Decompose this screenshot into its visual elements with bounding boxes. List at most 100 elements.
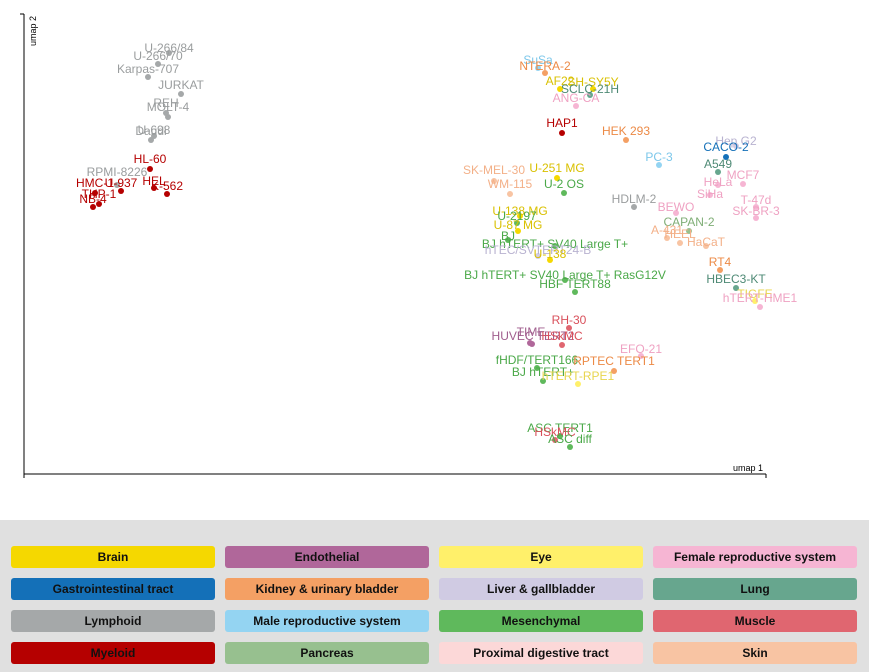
point-label: SK-MEL-30 (463, 163, 525, 177)
legend-item-proximal-digestive-tract[interactable]: Proximal digestive tract (439, 642, 643, 664)
data-point[interactable] (715, 169, 721, 175)
data-point[interactable] (491, 178, 497, 184)
data-point[interactable] (566, 325, 572, 331)
data-point[interactable] (562, 277, 568, 283)
data-point[interactable] (557, 86, 563, 92)
data-point[interactable] (567, 444, 573, 450)
data-point[interactable] (753, 215, 759, 221)
data-point[interactable] (145, 74, 151, 80)
data-point[interactable] (540, 378, 546, 384)
legend-item-myeloid[interactable]: Myeloid (11, 642, 215, 664)
data-point[interactable] (656, 162, 662, 168)
data-point[interactable] (587, 92, 593, 98)
point-label: HUVEC TERT2 (492, 329, 575, 343)
legend-item-skin[interactable]: Skin (653, 642, 857, 664)
data-point[interactable] (554, 175, 560, 181)
point-label: HMC-1 (76, 176, 114, 190)
data-point[interactable] (148, 137, 154, 143)
data-point[interactable] (723, 154, 729, 160)
data-point[interactable] (561, 190, 567, 196)
data-point[interactable] (515, 228, 521, 234)
data-point[interactable] (631, 204, 637, 210)
data-point[interactable] (552, 437, 558, 443)
point-label: HL-60 (134, 152, 167, 166)
data-point[interactable] (90, 204, 96, 210)
point-label: SH-SY5Y (567, 75, 618, 89)
data-point[interactable] (715, 182, 721, 188)
data-point[interactable] (165, 114, 171, 120)
data-point[interactable] (752, 298, 758, 304)
point-label: U-2 OS (544, 177, 584, 191)
data-point[interactable] (147, 166, 153, 172)
legend-item-female-reproductive-system[interactable]: Female reproductive system (653, 546, 857, 568)
legend-item-male-reproductive-system[interactable]: Male reproductive system (225, 610, 429, 632)
data-point[interactable] (505, 237, 511, 243)
data-point[interactable] (703, 243, 709, 249)
data-point[interactable] (673, 210, 679, 216)
point-label: fHDF/TERT166 (496, 353, 579, 367)
data-point[interactable] (118, 188, 124, 194)
data-point[interactable] (557, 433, 563, 439)
data-point[interactable] (707, 192, 713, 198)
point-label: Karpas-707 (117, 62, 179, 76)
legend-item-pancreas[interactable]: Pancreas (225, 642, 429, 664)
point-label: U-138 MG (492, 204, 547, 218)
data-point[interactable] (572, 289, 578, 295)
data-point[interactable] (535, 65, 541, 71)
legend-item-kidney-urinary-bladder[interactable]: Kidney & urinary bladder (225, 578, 429, 600)
data-point[interactable] (638, 353, 644, 359)
data-point[interactable] (757, 304, 763, 310)
data-point[interactable] (664, 235, 670, 241)
data-point[interactable] (677, 240, 683, 246)
data-point[interactable] (529, 341, 535, 347)
data-point[interactable] (590, 86, 596, 92)
point-label: A549 (704, 157, 732, 171)
legend-item-brain[interactable]: Brain (11, 546, 215, 568)
point-label: HSkMC (534, 425, 576, 439)
legend-item-gastrointestinal-tract[interactable]: Gastrointestinal tract (11, 578, 215, 600)
data-point[interactable] (559, 342, 565, 348)
legend-item-lung[interactable]: Lung (653, 578, 857, 600)
legend-item-lymphoid[interactable]: Lymphoid (11, 610, 215, 632)
point-label: HDLM-2 (612, 192, 657, 206)
data-point[interactable] (552, 243, 558, 249)
data-point[interactable] (623, 137, 629, 143)
data-point[interactable] (740, 181, 746, 187)
point-label: HEEL (664, 227, 696, 241)
point-label: U-87 MG (494, 218, 543, 232)
data-point[interactable] (686, 228, 692, 234)
legend-item-mesenchymal[interactable]: Mesenchymal (439, 610, 643, 632)
point-label: U-937 (105, 176, 138, 190)
data-point[interactable] (547, 257, 553, 263)
data-point[interactable] (166, 50, 172, 56)
data-point[interactable] (96, 201, 102, 207)
data-point[interactable] (114, 182, 120, 188)
legend-item-eye[interactable]: Eye (439, 546, 643, 568)
point-label: U-138 (534, 247, 567, 261)
point-label: K-562 (151, 179, 183, 193)
data-point[interactable] (753, 204, 759, 210)
legend-item-liver-gallbladder[interactable]: Liver & gallbladder (439, 578, 643, 600)
data-point[interactable] (733, 143, 739, 149)
data-point[interactable] (514, 220, 520, 226)
data-point[interactable] (178, 91, 184, 97)
point-label: HBF TERT88 (539, 277, 611, 291)
data-point[interactable] (559, 130, 565, 136)
data-point[interactable] (517, 213, 523, 219)
data-point[interactable] (164, 191, 170, 197)
legend-item-endothelial[interactable]: Endothelial (225, 546, 429, 568)
data-point[interactable] (535, 253, 541, 259)
data-point[interactable] (611, 368, 617, 374)
data-point[interactable] (151, 185, 157, 191)
data-point[interactable] (542, 70, 548, 76)
data-point[interactable] (155, 61, 161, 67)
data-point[interactable] (92, 190, 98, 196)
point-label: HAP1 (546, 116, 578, 130)
legend-item-muscle[interactable]: Muscle (653, 610, 857, 632)
data-point[interactable] (733, 285, 739, 291)
data-point[interactable] (507, 191, 513, 197)
data-point[interactable] (534, 365, 540, 371)
data-point[interactable] (573, 103, 579, 109)
data-point[interactable] (717, 267, 723, 273)
data-point[interactable] (575, 381, 581, 387)
